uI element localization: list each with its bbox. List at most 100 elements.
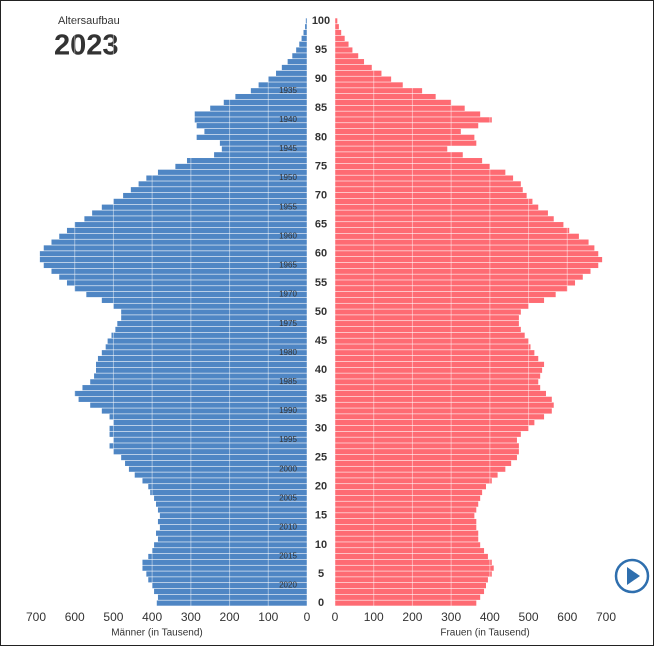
bar (335, 414, 545, 420)
bar (156, 501, 307, 507)
bar (335, 367, 543, 373)
bar (287, 59, 307, 65)
y-tick-label: 0 (318, 597, 324, 609)
bar (335, 251, 599, 257)
x-tick-label: 200 (220, 610, 240, 624)
birth-year-label: 1955 (279, 202, 297, 211)
bar (335, 309, 521, 315)
bar (142, 559, 307, 565)
bar (305, 18, 307, 24)
bar (335, 478, 492, 484)
bar (335, 315, 519, 321)
bar (121, 454, 308, 461)
x-tick-label: 500 (519, 610, 539, 624)
bar (258, 82, 307, 88)
bar (130, 187, 307, 193)
bar (335, 198, 533, 204)
bar (194, 117, 307, 123)
x-tick-label: 400 (480, 610, 500, 624)
bar (335, 192, 527, 199)
bar (335, 542, 481, 548)
x-tick-label: 200 (402, 610, 422, 624)
bar (125, 460, 308, 466)
bar (82, 385, 307, 391)
x-tick-label: 400 (142, 610, 162, 624)
x-tick-label: 100 (364, 610, 384, 624)
bar (159, 513, 307, 519)
bar (109, 425, 307, 432)
bar (299, 41, 307, 47)
bar (335, 344, 531, 350)
play-icon[interactable] (627, 567, 640, 585)
bar (59, 233, 307, 239)
bar (335, 70, 382, 76)
bar (221, 146, 307, 152)
y-tick-label: 30 (315, 422, 327, 434)
bar (335, 472, 498, 478)
bar (113, 303, 307, 309)
bar (196, 134, 307, 140)
bar (204, 128, 307, 135)
bar (335, 425, 529, 432)
bar (107, 338, 307, 344)
birth-year-label: 1945 (279, 144, 297, 153)
bar (152, 548, 307, 554)
bar (335, 518, 477, 525)
bar (150, 489, 307, 496)
birth-year-label: 1960 (279, 231, 297, 240)
birth-year-label: 1985 (279, 377, 297, 386)
bar (335, 146, 448, 152)
birth-year-label: 2000 (279, 464, 297, 473)
x-tick-label: 600 (557, 610, 577, 624)
bar (43, 245, 307, 251)
bar (115, 326, 307, 333)
bar (335, 495, 481, 501)
bar (214, 152, 307, 158)
bar (121, 315, 308, 321)
x-tick-label: 500 (103, 610, 123, 624)
bar (335, 559, 492, 565)
bar (123, 192, 307, 199)
y-tick-label: 25 (315, 451, 327, 463)
bar (335, 443, 519, 449)
birth-year-label: 1970 (279, 290, 297, 299)
bar (39, 251, 307, 257)
bar (335, 222, 564, 228)
bar (335, 59, 365, 65)
bar (335, 437, 517, 443)
bar (335, 385, 541, 391)
bar (335, 291, 556, 298)
x-tick-label: 0 (304, 610, 311, 624)
bar (301, 35, 307, 41)
axis-label: Frauen (in Tausend) (440, 628, 529, 639)
bar (335, 35, 345, 41)
play-button[interactable] (614, 558, 650, 594)
bar (109, 443, 307, 449)
bar (335, 256, 603, 263)
bar (335, 123, 479, 129)
bar (196, 123, 307, 129)
bar (105, 344, 307, 350)
bar (335, 140, 477, 146)
bar (335, 321, 519, 327)
bar (305, 24, 307, 30)
bar (335, 449, 519, 455)
bar (335, 408, 552, 414)
bar (51, 268, 307, 274)
bar (335, 489, 483, 496)
birth-year-label: 1950 (279, 173, 297, 182)
y-tick-label: 80 (315, 131, 327, 143)
bar (335, 594, 481, 600)
bar (335, 536, 479, 542)
bar (335, 175, 514, 181)
bar (335, 93, 436, 100)
bar (250, 88, 307, 94)
bar (66, 227, 307, 234)
bar (335, 76, 392, 82)
bar (335, 553, 488, 560)
chart-subtitle: Altersaufbau (58, 15, 120, 27)
bar (335, 361, 545, 368)
bar (90, 402, 307, 408)
birth-year-label: 2005 (279, 493, 297, 502)
bar (142, 565, 307, 571)
